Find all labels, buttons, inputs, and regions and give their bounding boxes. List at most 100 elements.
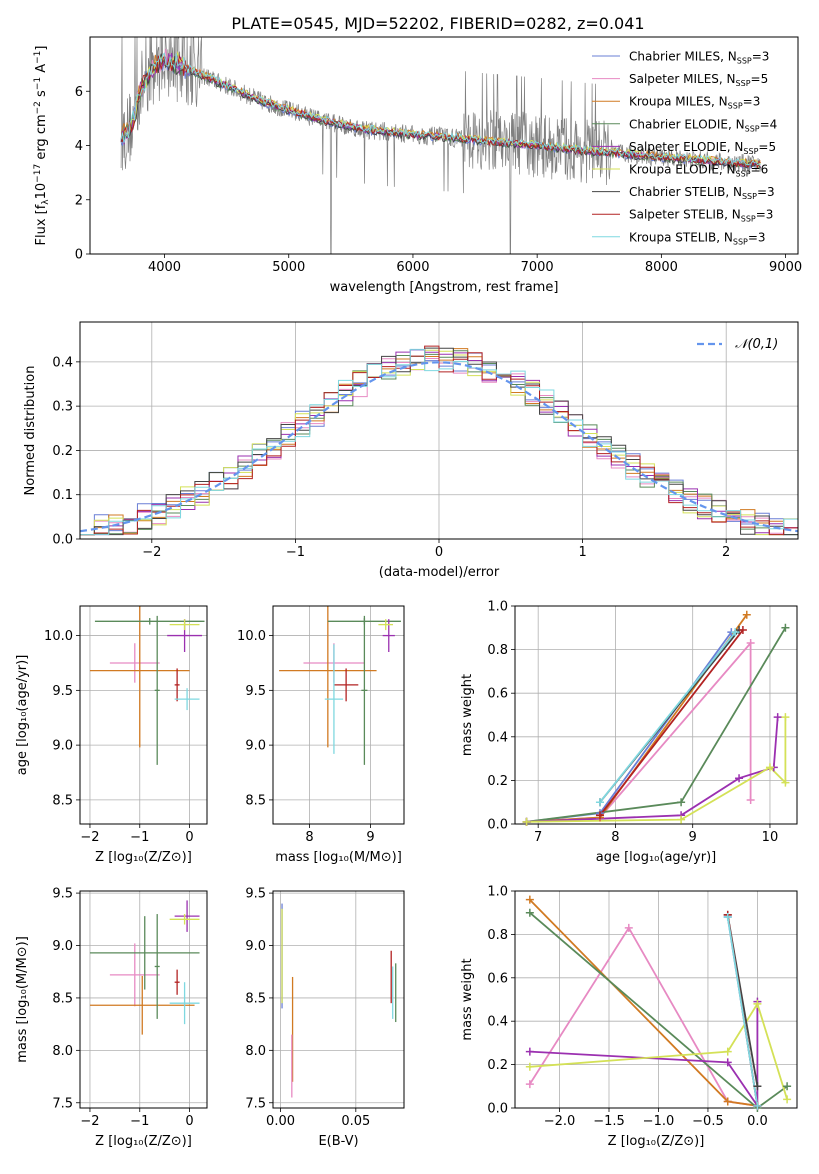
legend-entry: Salpeter ELODIE, NSSP=5 xyxy=(629,140,776,156)
spectrum-legend: Chabrier MILES, NSSP=3 Salpeter MILES, NS… xyxy=(592,50,777,246)
mass-weight-marker xyxy=(723,1047,732,1056)
y-tick-label: 0.2 xyxy=(487,774,508,789)
x-tick-label: 0 xyxy=(185,1114,193,1129)
x-axis-label: wavelength [Angstrom, rest frame] xyxy=(330,280,559,295)
mass-weight-marker xyxy=(525,1080,534,1089)
plot-area-mass-vs-Z xyxy=(89,900,200,1035)
axes-mass-vs-EBV: 0.00 0.05 7.5 8.0 8.5 9.0 9.5 E(B-V) xyxy=(245,887,405,1149)
mass-weight-line xyxy=(529,1001,759,1108)
axes-spectrum: 4000 5000 6000 7000 8000 9000 0 2 4 6 wavelength [… xyxy=(33,36,802,295)
axes-massweight-vs-Z: −2.0 −1.5 −1.0 −0.5 0.0 0.0 0.2 0.4 0.6 0.8 1.0 Z [… xyxy=(460,885,798,1149)
y-axis-label: mass [log₁₀(M/M⊙)] xyxy=(15,936,30,1063)
legend-entry: Kroupa STELIB, NSSP=3 xyxy=(629,230,766,246)
mass-weight-line xyxy=(599,629,744,816)
x-tick-label: 4000 xyxy=(148,260,181,275)
mass-weight-marker xyxy=(753,1101,762,1110)
x-tick-label: −1 xyxy=(286,545,305,560)
plot-area-mass-vs-EBV xyxy=(281,903,397,1098)
x-tick-label: 0.0 xyxy=(747,1114,768,1129)
y-tick-label: 0.4 xyxy=(487,1015,508,1030)
y-tick-label: 7.5 xyxy=(245,1096,266,1111)
y-tick-label: 0.4 xyxy=(52,355,73,370)
y-tick-label: 8.5 xyxy=(52,793,73,808)
y-axis-label: age [log₁₀(age/yr)] xyxy=(15,655,30,776)
mass-weight-marker xyxy=(773,713,782,722)
x-axis-label: Z [log₁₀(Z/Z⊙)] xyxy=(95,850,192,865)
y-tick-label: 0.8 xyxy=(487,643,508,658)
y-tick-label: 9.5 xyxy=(245,887,266,902)
mass-weight-marker xyxy=(522,817,531,826)
mass-weight-marker xyxy=(525,908,534,917)
x-axis-label: mass [log₁₀(M/M⊙)] xyxy=(275,850,402,865)
plot-area-spectrum xyxy=(120,37,761,254)
y-tick-label: 9.0 xyxy=(52,739,73,754)
y-tick-label: 0.4 xyxy=(487,730,508,745)
y-tick-label: 7.5 xyxy=(52,1096,73,1111)
axes-frame xyxy=(79,605,208,825)
x-tick-label: 8 xyxy=(611,830,619,845)
mass-weight-line xyxy=(599,631,736,803)
x-tick-label: 7000 xyxy=(521,260,554,275)
mass-weight-marker xyxy=(723,1097,732,1106)
mass-weight-marker xyxy=(783,1082,792,1091)
mass-weight-marker xyxy=(735,774,744,783)
y-tick-label: 8.5 xyxy=(245,793,266,808)
residual-histogram xyxy=(80,348,798,536)
legend-entry: Chabrier STELIB, NSSP=3 xyxy=(629,185,775,201)
axes-frame xyxy=(514,890,798,1109)
x-tick-label: 1 xyxy=(578,545,586,560)
y-tick-label: 0.1 xyxy=(52,488,73,503)
x-tick-label: 0 xyxy=(435,545,443,560)
legend-entry: 𝒩(0,1) xyxy=(735,337,778,352)
x-tick-label: −0.5 xyxy=(692,1114,724,1129)
y-tick-label: 0.8 xyxy=(487,928,508,943)
y-tick-label: 1.0 xyxy=(487,600,508,615)
x-tick-label: 10 xyxy=(762,830,779,845)
legend-entry: Kroupa ELODIE, NSSP=6 xyxy=(629,163,768,179)
mass-weight-marker xyxy=(781,778,790,787)
y-axis-label: mass weight xyxy=(460,674,475,756)
y-axis-label: Normed distribution xyxy=(23,366,38,496)
mass-weight-marker xyxy=(738,625,747,634)
y-tick-label: 10.0 xyxy=(237,629,266,644)
y-tick-label: 8.5 xyxy=(245,991,266,1006)
y-tick-label: 8.0 xyxy=(52,1044,73,1059)
x-tick-label: −1 xyxy=(130,1114,149,1129)
figure-title: PLATE=0545, MJD=52202, FIBERID=0282, z=0… xyxy=(231,14,644,33)
y-tick-label: 0.2 xyxy=(487,1058,508,1073)
x-tick-label: −1 xyxy=(130,830,149,845)
mass-weight-line xyxy=(726,916,759,1106)
x-tick-label: 0.00 xyxy=(266,1114,295,1129)
mass-weight-marker xyxy=(731,628,740,637)
mass-weight-marker xyxy=(746,796,755,805)
legend-entry: Kroupa MILES, NSSP=3 xyxy=(629,95,760,111)
mass-weight-marker xyxy=(677,798,686,807)
y-tick-label: 0.0 xyxy=(487,818,508,833)
mass-weight-marker xyxy=(723,913,732,922)
y-tick-label: 9.0 xyxy=(52,939,73,954)
mass-weight-marker xyxy=(624,923,633,932)
x-tick-label: 5000 xyxy=(272,260,305,275)
legend-entry: Chabrier MILES, NSSP=3 xyxy=(629,50,769,66)
mass-weight-marker xyxy=(753,1082,762,1091)
axes-massweight-vs-age: 7 8 9 10 0.0 0.2 0.4 0.6 0.8 1.0 age [log₁₀(age/yr… xyxy=(460,600,798,865)
mass-weight-line xyxy=(529,1001,788,1100)
mass-weight-marker xyxy=(781,623,790,632)
y-tick-label: 4 xyxy=(75,139,83,154)
x-tick-label: 8 xyxy=(305,830,313,845)
model-spectrum-line xyxy=(120,52,761,166)
mass-weight-marker xyxy=(781,713,790,722)
plot-area-residuals xyxy=(80,345,798,536)
axes-age-vs-Z: −2 −1 0 8.5 9.0 9.5 10.0 Z [log₁₀(Z/Z⊙)] age [lo… xyxy=(15,605,208,865)
axes-mass-vs-Z: −2 −1 0 7.5 8.0 8.5 9.0 9.5 Z [log₁₀(Z/Z⊙)] mass … xyxy=(15,887,208,1149)
y-tick-label: 0.2 xyxy=(52,444,73,459)
plot-area-age-vs-Z xyxy=(89,606,205,765)
axes-frame xyxy=(514,605,798,825)
mass-weight-marker xyxy=(783,1095,792,1104)
x-tick-label: −2 xyxy=(80,1114,99,1129)
y-tick-label: 9.0 xyxy=(245,939,266,954)
x-tick-label: 7 xyxy=(534,830,542,845)
mass-weight-marker xyxy=(677,815,686,824)
legend-entry: Salpeter STELIB, NSSP=3 xyxy=(629,208,773,224)
